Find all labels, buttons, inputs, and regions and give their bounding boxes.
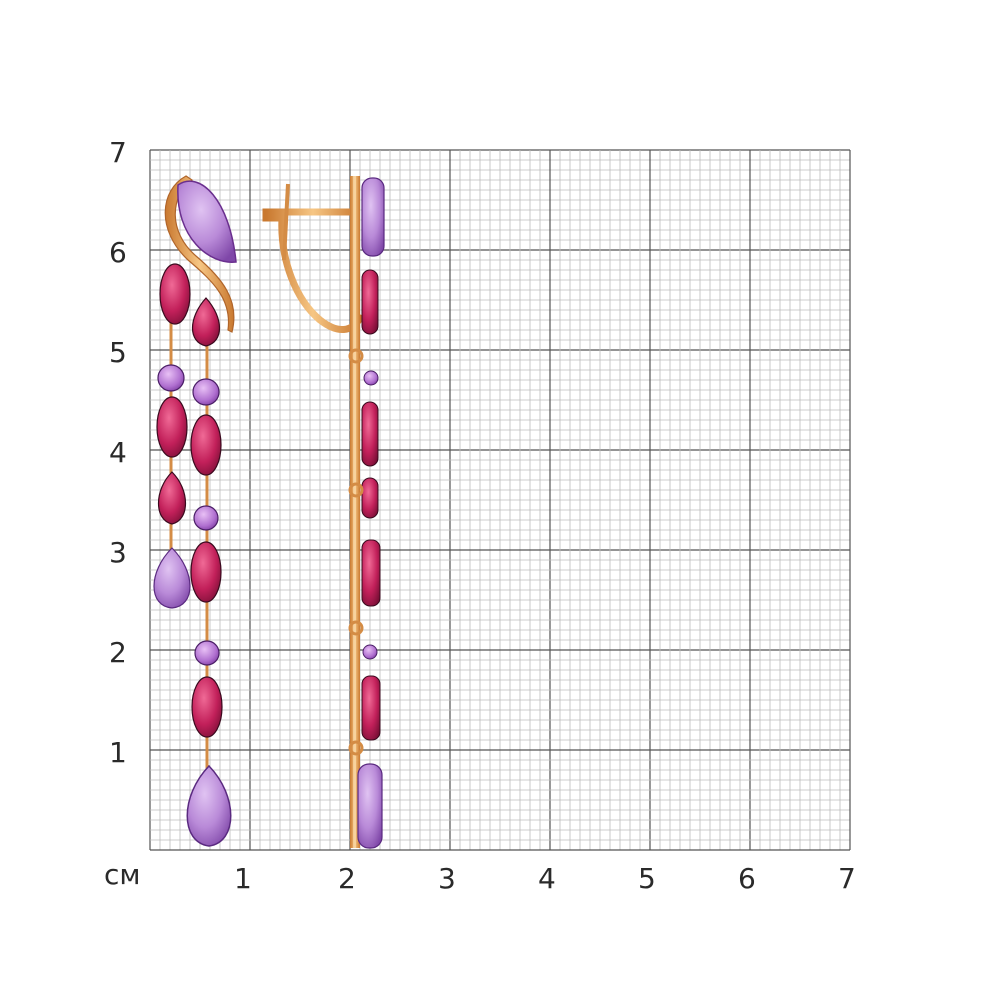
x-tick-label-4: 4 <box>538 862 556 895</box>
ruler-labels: см 1 2 3 4 5 6 7 1 2 3 4 5 6 7 <box>104 136 856 895</box>
earring-side-view <box>262 176 385 849</box>
rhodolite-stone <box>159 263 191 325</box>
jump-ring <box>348 348 364 364</box>
y-tick-label-4: 4 <box>109 436 127 469</box>
y-tick-label-3: 3 <box>109 536 127 569</box>
amethyst-side-stone <box>361 177 385 257</box>
amethyst-side-stone-bottom <box>357 763 383 849</box>
unit-label: см <box>104 858 141 891</box>
amethyst-round-stone <box>194 640 220 666</box>
gold-bar-highlight <box>353 176 356 848</box>
rhodolite-stone <box>190 414 222 476</box>
jump-ring <box>348 740 364 756</box>
x-tick-label-5: 5 <box>638 862 656 895</box>
top-amethyst <box>177 180 237 263</box>
rhodolite-side-stone <box>361 269 379 335</box>
amethyst-pear-stone-bottom <box>186 764 232 847</box>
x-tick-label-3: 3 <box>438 862 456 895</box>
measurement-grid <box>149 149 851 851</box>
rhodolite-side-stone <box>361 477 379 519</box>
amethyst-round-stone <box>192 378 220 406</box>
x-tick-label-7: 7 <box>838 862 856 895</box>
x-tick-label-1: 1 <box>234 862 252 895</box>
rhodolite-side-stone <box>361 675 381 741</box>
small-side-stone <box>362 644 378 660</box>
amethyst-round-stone <box>193 505 219 531</box>
x-tick-label-2: 2 <box>338 862 356 895</box>
earring-front-view <box>153 175 237 847</box>
jump-ring <box>348 482 364 498</box>
rhodolite-stone <box>156 396 188 458</box>
amethyst-round-stone <box>157 364 185 392</box>
amethyst-pear-stone <box>153 547 191 609</box>
y-tick-label-5: 5 <box>109 336 127 369</box>
y-tick-label-7: 7 <box>109 136 127 169</box>
x-tick-label-6: 6 <box>738 862 756 895</box>
y-tick-label-2: 2 <box>109 636 127 669</box>
gold-swirl <box>164 175 235 333</box>
ear-hook <box>262 208 364 333</box>
hook-pin <box>282 183 290 261</box>
rhodolite-stone <box>190 541 222 603</box>
small-side-stone <box>363 370 379 386</box>
rhodolite-pear-stone <box>192 297 220 347</box>
jump-ring <box>348 620 364 636</box>
y-tick-label-6: 6 <box>109 236 127 269</box>
y-tick-label-1: 1 <box>109 736 127 769</box>
rhodolite-stone <box>191 676 223 738</box>
rhodolite-side-stone <box>361 539 381 607</box>
rhodolite-pear-stone <box>158 471 186 525</box>
rhodolite-side-stone <box>361 401 379 467</box>
